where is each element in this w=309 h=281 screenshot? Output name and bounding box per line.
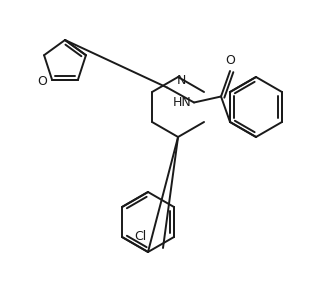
Text: O: O (37, 75, 47, 88)
Text: O: O (225, 54, 235, 67)
Text: N: N (176, 74, 186, 87)
Text: Cl: Cl (134, 230, 146, 244)
Text: HN: HN (172, 96, 191, 109)
